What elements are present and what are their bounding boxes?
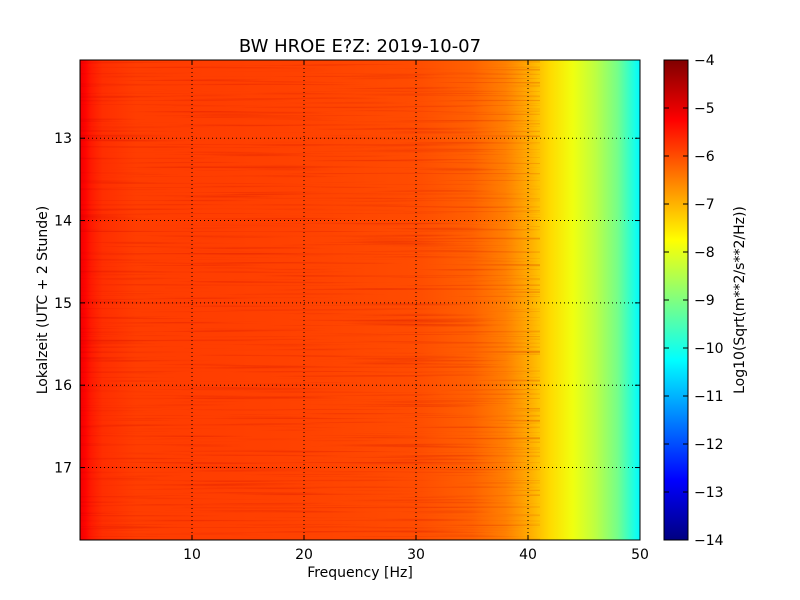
y-tick-label: 16 (54, 378, 72, 394)
x-axis-label: Frequency [Hz] (307, 565, 413, 581)
spectrogram-texture (80, 60, 540, 540)
plot-area: 10 20 30 40 50 13 14 15 16 17 (54, 59, 649, 563)
y-tick-label: 13 (54, 131, 72, 147)
colorbar-tick-label: −11 (694, 389, 724, 405)
colorbar-tick-label: −9 (694, 293, 715, 309)
y-tick-label: 17 (54, 461, 72, 477)
x-tick-label: 10 (183, 547, 201, 563)
x-tick-label: 30 (407, 547, 425, 563)
y-axis-label: Lokalzeit (UTC + 2 Stunde) (35, 206, 51, 395)
colorbar-tick-label: −14 (694, 533, 724, 549)
y-axis-ticks: 13 14 15 16 17 (54, 131, 640, 477)
colorbar: −4 −5 −6 −7 −8 −9 −10 −11 −12 −13 −14 Log10(Sqrt(m… (663, 53, 748, 549)
y-tick-label: 15 (54, 296, 72, 312)
colorbar-tick-label: −10 (694, 341, 724, 357)
x-tick-label: 50 (631, 547, 649, 563)
colorbar-tick-label: −7 (694, 197, 715, 213)
colorbar-tick-label: −4 (694, 53, 715, 69)
colorbar-tick-label: −5 (694, 101, 715, 117)
x-tick-label: 40 (519, 547, 537, 563)
colorbar-tick-label: −13 (694, 485, 724, 501)
colorbar-tick-label: −8 (694, 245, 715, 261)
plot-frame (79, 59, 641, 541)
x-tick-label: 20 (295, 547, 313, 563)
grid-lines (80, 60, 640, 540)
y-tick-label: 14 (54, 214, 72, 230)
colorbar-tick-label: −12 (694, 437, 724, 453)
colorbar-ticks: −4 −5 −6 −7 −8 −9 −10 −11 −12 −13 −14 (664, 53, 724, 549)
chart-title: BW HROE E?Z: 2019-10-07 (239, 36, 481, 57)
colorbar-label: Log10(Sqrt(m**2/s**2/Hz)) (732, 206, 748, 394)
x-axis-ticks: 10 20 30 40 50 (183, 60, 649, 563)
colorbar-tick-label: −6 (694, 149, 715, 165)
